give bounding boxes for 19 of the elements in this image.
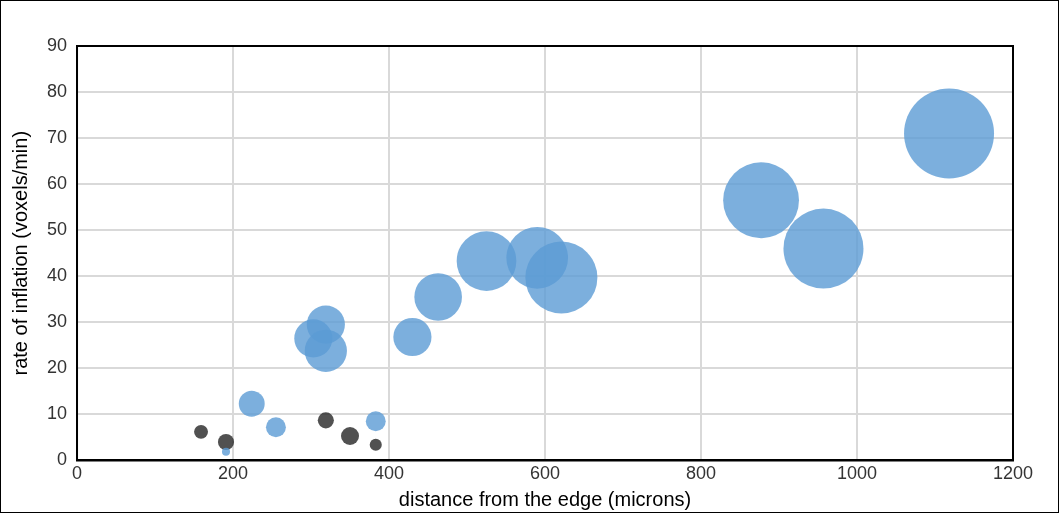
- x-tick-label: 1200: [992, 463, 1034, 484]
- y-tick-label: 20: [46, 357, 68, 378]
- y-tick-label: 30: [46, 311, 68, 332]
- y-tick-label: 50: [46, 219, 68, 240]
- x-tick-label: 800: [685, 463, 717, 484]
- x-tick-label: 200: [217, 463, 249, 484]
- y-tick-label: 40: [46, 265, 68, 286]
- x-tick-label: 600: [529, 463, 561, 484]
- x-tick-label: 1000: [836, 463, 878, 484]
- y-axis-title: rate of inflation (voxels/min): [8, 130, 31, 376]
- y-tick-label: 0: [57, 449, 68, 470]
- y-tick-label: 80: [46, 81, 68, 102]
- y-tick-label: 10: [46, 403, 68, 424]
- x-tick-label: 400: [373, 463, 405, 484]
- y-tick-label: 60: [46, 173, 68, 194]
- y-tick-label: 90: [46, 34, 68, 55]
- x-tick-label: 0: [72, 463, 83, 484]
- y-tick-label: 70: [46, 127, 68, 148]
- x-axis-title: distance from the edge (microns): [398, 487, 692, 510]
